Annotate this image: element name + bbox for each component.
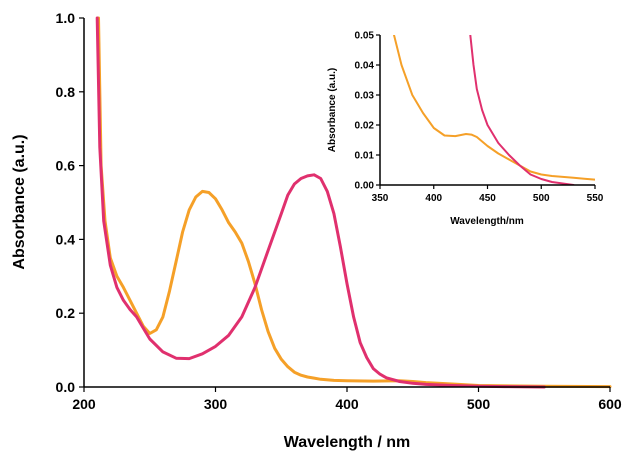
inset-y-tick-label: 0.03 — [355, 91, 375, 102]
main-x-tick-label: 400 — [335, 396, 359, 412]
main-x-axis-title: Wavelength / nm — [284, 434, 411, 451]
main-y-tick-label: 0.2 — [56, 305, 76, 321]
inset-x-tick-label: 500 — [533, 193, 550, 204]
inset-y-tick-label: 0.01 — [355, 151, 375, 162]
inset-plot-background — [380, 35, 595, 185]
inset-y-tick-label: 0.02 — [355, 121, 375, 132]
main-x-tick-label: 300 — [204, 396, 228, 412]
inset-y-tick-label: 0.05 — [355, 31, 375, 42]
inset-x-tick-label: 550 — [587, 193, 604, 204]
main-y-tick-label: 0.8 — [56, 84, 76, 100]
inset-x-axis-title: Wavelength/nm — [450, 216, 524, 227]
main-x-tick-label: 200 — [72, 396, 96, 412]
inset-x-tick-label: 450 — [479, 193, 496, 204]
inset-x-tick-label: 350 — [372, 193, 389, 204]
inset-series-orange-line — [393, 35, 595, 181]
main-x-tick-label: 500 — [467, 396, 491, 412]
inset-series-magenta-line — [469, 35, 575, 185]
main-y-tick-label: 0.6 — [56, 158, 76, 174]
main-y-axis-title: Absorbance (a.u.) — [11, 134, 28, 269]
inset-y-tick-label: 0.04 — [355, 61, 375, 72]
main-y-tick-label: 1.0 — [56, 10, 76, 26]
main-series-magenta-line — [95, 16, 546, 389]
inset-chart: 350 400 450 500 550 0.00 0.01 0.02 0.03 0.04 0.05 W… — [327, 31, 604, 227]
main-y-tick-label: 0.4 — [56, 231, 76, 247]
main-y-tick-label: 0.0 — [56, 379, 76, 395]
main-x-tick-label: 600 — [598, 396, 622, 412]
inset-x-tick-label: 400 — [425, 193, 442, 204]
main-chart: 200 300 400 500 600 0.0 0.2 0.4 0.6 0.8 1.0 Wavelen… — [11, 10, 622, 451]
inset-y-tick-label: 0.00 — [355, 181, 375, 192]
inset-y-axis-title: Absorbance (a.u.) — [327, 68, 338, 152]
